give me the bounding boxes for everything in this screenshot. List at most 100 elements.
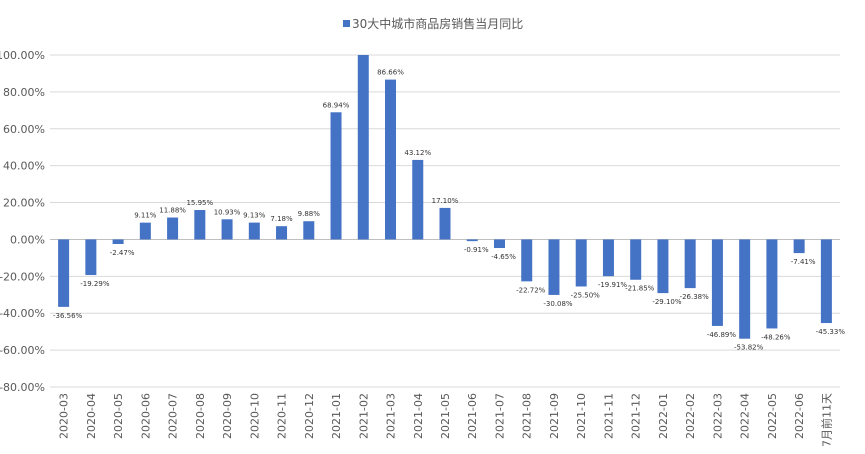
data-label: 11.88% [159,207,186,215]
y-tick-label: -60.00% [0,344,45,357]
bar-2021-09 [548,239,560,295]
bar-2021-06 [466,239,478,242]
bar-2020-06 [139,222,151,240]
y-tick-label: -40.00% [0,307,45,320]
x-tick-label: 2022-01 [657,393,670,439]
x-tick-label: 2021-05 [439,393,452,439]
x-tick-label: 2022-06 [793,393,806,439]
data-label: -30.08% [543,300,573,308]
x-tick-label: 2020-10 [248,393,261,439]
x-tick-label: 2021-11 [602,393,615,439]
bar-2022-01 [657,239,669,294]
bar-2022-06 [793,239,805,254]
x-tick-label: 2021-10 [575,393,588,439]
x-tick-label: 2021-06 [466,393,479,439]
x-tick-label: 2020-06 [139,393,152,439]
data-label: -26.38% [680,293,710,301]
data-label: -22.72% [516,286,546,294]
data-label: -2.47% [110,249,135,257]
bar-7月前11天 [820,239,832,324]
y-tick-label: 60.00% [3,123,45,136]
bar-2021-08 [521,239,533,282]
y-tick-label: 20.00% [3,197,45,210]
x-tick-label: 2020-07 [167,393,180,439]
bar-2022-02 [684,239,696,289]
data-label: 15.95% [186,199,213,207]
y-tick-label: 80.00% [3,86,45,99]
data-label: -29.10% [652,298,682,306]
x-tick-label: 2021-08 [521,393,534,439]
x-tick-label: 2020-04 [85,393,98,439]
bar-2022-05 [766,239,778,329]
legend: 30大中城市商品房销售当月同比 [343,16,523,31]
bar-2020-10 [248,222,260,240]
x-tick-label: 7月前11天 [819,393,833,447]
data-label: -36.56% [53,312,83,320]
data-label: 10.93% [214,208,241,216]
x-tick-label: 2020-08 [194,393,207,439]
bar-2020-04 [85,239,97,276]
y-tick-label: 0.00% [10,233,45,246]
bar-2020-03 [58,239,70,307]
x-tick-label: 2021-02 [357,393,370,439]
x-tick-label: 2020-09 [221,393,234,439]
bar-2020-05 [112,239,124,245]
bars [58,55,832,339]
x-tick-label: 2022-02 [684,393,697,439]
bar-2021-11 [602,239,614,277]
x-tick-label: 2020-05 [112,393,125,439]
data-label: -7.41% [791,258,816,266]
x-tick-label: 2020-12 [303,393,316,439]
x-tick-label: 2020-03 [58,393,71,439]
y-tick-label: 100.00% [0,49,45,62]
data-label: 9.88% [298,210,321,218]
data-label: 68.94% [323,101,350,109]
y-tick-label: 40.00% [3,160,45,173]
bar-2022-04 [739,239,751,339]
x-tick-label: 2021-04 [412,393,425,439]
bar-2020-08 [194,210,206,240]
bar-2021-07 [493,239,505,249]
x-axis-ticks: 2020-03 2020-04 2020-05 2020-06 2020-07 2020-… [58,393,834,447]
bar-2021-04 [412,159,424,240]
data-label: -0.91% [464,246,489,254]
data-label: -19.91% [598,281,628,289]
data-label: -48.26% [761,333,791,341]
y-axis-ticks: 100.00% 80.00% 60.00% 40.00% 20.00% 0.00% -20.… [0,49,45,394]
bar-2021-01 [330,112,342,240]
data-label: -21.85% [625,285,655,293]
data-label: 7.18% [270,215,293,223]
bar-2021-10 [575,239,587,287]
data-label: 43.12% [404,149,431,157]
bar-2021-12 [630,239,642,280]
data-label: -53.82% [734,344,764,352]
x-tick-label: 2022-04 [739,393,752,439]
data-label: -25.50% [571,291,601,299]
x-tick-label: 2022-03 [711,393,724,439]
data-label: 9.13% [243,212,266,220]
x-tick-label: 2020-11 [276,393,289,439]
data-label: -4.65% [491,253,516,261]
y-tick-label: -20.00% [0,270,45,283]
data-label: -45.33% [816,328,846,336]
bar-2020-07 [167,217,179,240]
bar-2020-09 [221,219,233,240]
data-label: -46.89% [707,331,737,339]
x-tick-label: 2021-07 [493,393,506,439]
data-label: 86.66% [377,69,404,77]
x-tick-label: 2021-03 [385,393,398,439]
y-tick-label: -80.00% [0,381,45,394]
bar-2022-03 [711,239,723,326]
bar-2020-12 [303,221,315,240]
legend-label: 30大中城市商品房销售当月同比 [352,16,523,31]
x-tick-label: 2022-05 [766,393,779,439]
x-tick-label: 2021-09 [548,393,561,439]
bar-2020-11 [276,226,288,240]
bar-2021-05 [439,207,451,240]
data-labels: -36.56% -19.29% -2.47% 9.11%11.88%15.95%10.… [53,69,845,352]
data-label: -19.29% [80,280,110,288]
x-tick-label: 2021-12 [630,393,643,439]
x-tick-label: 2021-01 [330,393,343,439]
bar-2021-03 [385,79,397,240]
